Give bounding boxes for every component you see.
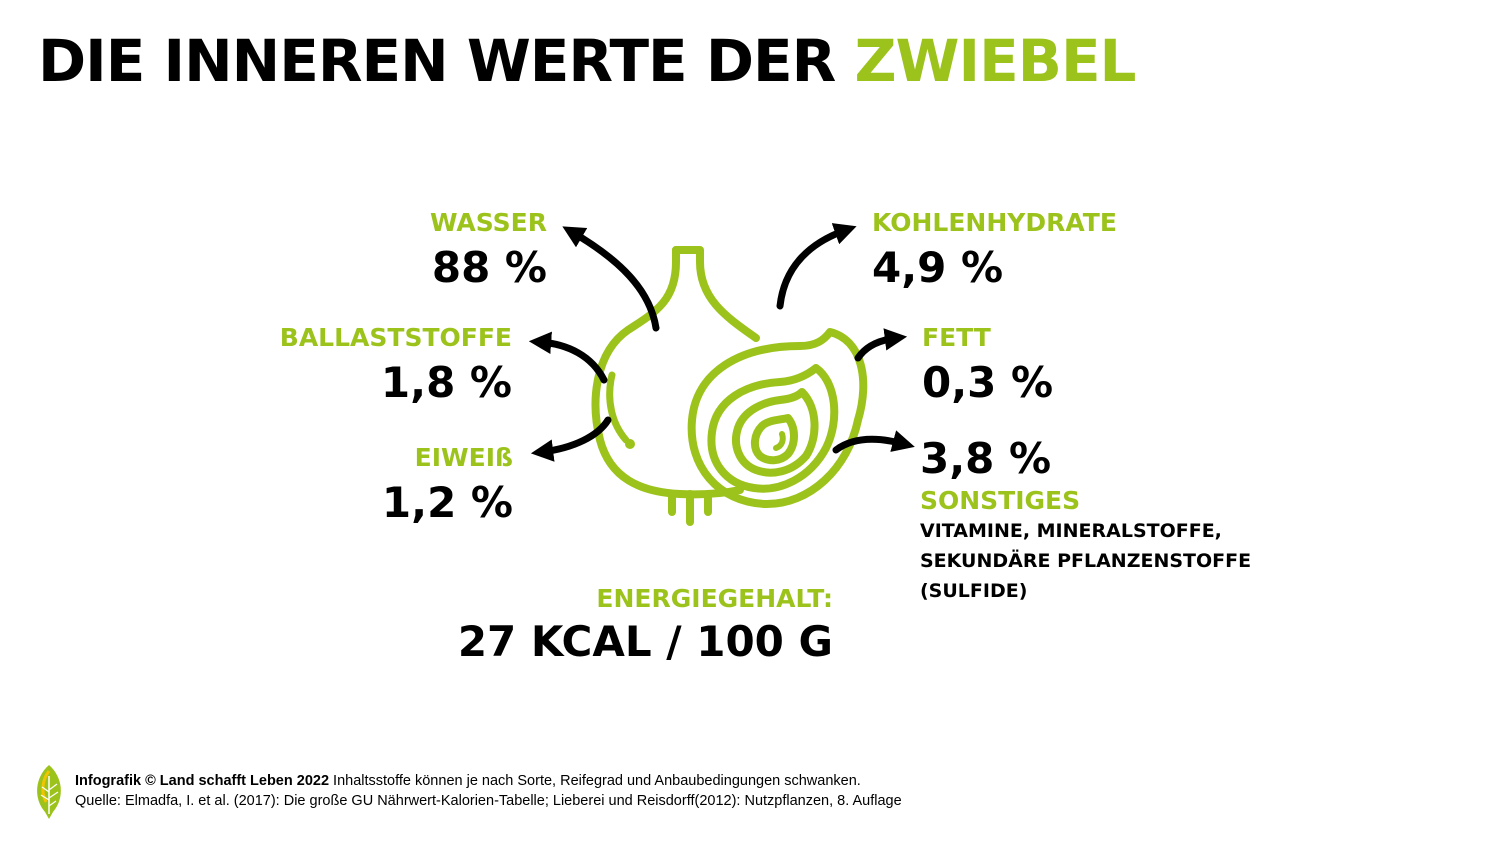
sonstiges-detail-line: (SULFIDE): [920, 580, 1028, 602]
footer-source: Quelle: Elmadfa, I. et al. (2017): Die g…: [75, 793, 902, 809]
ballaststoffe-label: BALLASTSTOFFE: [279, 323, 512, 352]
kohlenhydrate-value: 4,9 %: [872, 243, 1004, 292]
sonstiges-value: 3,8 %: [920, 434, 1052, 483]
footer-brand: Infografik © Land schafft Leben 2022: [75, 773, 330, 789]
fett-label: FETT: [922, 323, 991, 352]
arrow-icon: [776, 223, 857, 310]
title-prefix: DIE INNEREN WERTE DER: [38, 27, 836, 95]
footer-note: Inhaltsstoffe können je nach Sorte, Reif…: [329, 773, 861, 789]
sonstiges-detail-line: VITAMINE, MINERALSTOFFE,: [920, 520, 1222, 542]
sonstiges-details: VITAMINE, MINERALSTOFFE, SEKUNDÄRE PFLAN…: [920, 516, 1251, 606]
arrows: [528, 223, 915, 462]
title-highlight: ZWIEBEL: [854, 27, 1137, 95]
arrow-icon: [562, 226, 660, 332]
ballaststoffe-value: 1,8 %: [380, 358, 512, 407]
eiweiss-label: EIWEIß: [414, 443, 513, 472]
arrow-icon: [832, 430, 915, 454]
page-title: DIE INNEREN WERTE DER ZWIEBEL: [38, 27, 1137, 95]
arrow-icon: [530, 416, 612, 462]
fett-value: 0,3 %: [922, 358, 1054, 407]
wasser-label: WASSER: [429, 208, 547, 237]
wasser-value: 88 %: [431, 243, 547, 292]
arrow-icon: [528, 331, 608, 384]
leaf-logo-icon: [37, 765, 61, 819]
sonstiges-detail-line: SEKUNDÄRE PFLANZENSTOFFE: [920, 550, 1252, 572]
sonstiges-label: SONSTIGES: [920, 486, 1081, 515]
footer-line-1: Infografik © Land schafft Leben 2022 Inh…: [75, 771, 902, 791]
energy-value: 27 KCAL / 100 G: [457, 617, 833, 666]
energy-label: ENERGIEGEHALT:: [596, 584, 833, 613]
footer: Infografik © Land schafft Leben 2022 Inh…: [75, 771, 902, 811]
eiweiss-value: 1,2 %: [381, 478, 513, 527]
kohlenhydrate-label: KOHLENHYDRATE: [872, 208, 1117, 237]
arrow-icon: [854, 328, 908, 362]
